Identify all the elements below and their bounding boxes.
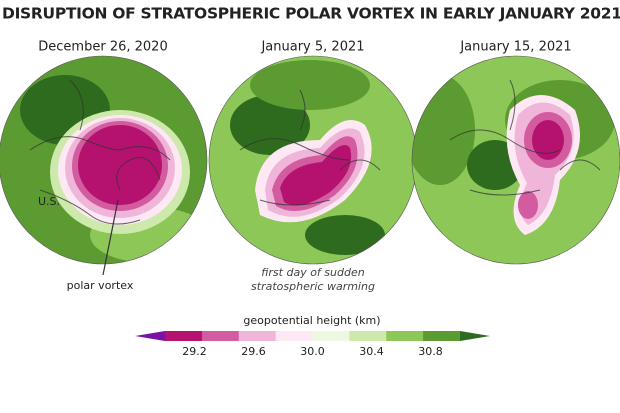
vortex-label: polar vortex: [67, 279, 134, 292]
globe-outline: [0, 55, 208, 265]
globe: [0, 56, 207, 264]
colorbar-segment: [275, 331, 313, 341]
map-shape: [280, 145, 352, 206]
colorbar-tick-label: 29.2: [182, 345, 207, 358]
caption-line: stratospheric warming: [251, 280, 375, 293]
map-element: [230, 95, 310, 155]
colorbar-arrow: [460, 331, 490, 341]
colorbar-tick-label: 30.4: [359, 345, 384, 358]
map-element: [250, 60, 370, 110]
map-shape: [29, 79, 171, 225]
map-element: [412, 75, 475, 185]
legend-title: geopotential height (km): [243, 314, 380, 327]
map-shape: [449, 79, 601, 196]
caption-line: first day of sudden: [261, 266, 364, 279]
map-element: [305, 215, 385, 255]
panel-date: December 26, 2020: [38, 40, 167, 55]
colorbar-segment: [312, 331, 350, 341]
pointer-line: [102, 199, 119, 276]
colorbar-tick-label: 29.6: [241, 345, 266, 358]
colorbar-segment: [386, 331, 424, 341]
map-shape: [239, 89, 381, 206]
map-element: [78, 125, 162, 205]
colorbar-tick-label: 30.0: [300, 345, 325, 358]
globe: [412, 56, 620, 264]
colorbar-segment: [349, 331, 387, 341]
map-element: [518, 191, 538, 219]
globe: [209, 56, 417, 264]
globe-outline: [411, 55, 620, 265]
panel-date: January 15, 2021: [459, 40, 571, 55]
colorbar-segment: [201, 331, 240, 341]
us-label: U.S.: [38, 195, 60, 208]
colorbar-segment: [238, 331, 277, 341]
colorbar-segment: [165, 331, 203, 341]
title: DISRUPTION OF STRATOSPHERIC POLAR VORTEX…: [2, 5, 620, 23]
colorbar-tick-label: 30.8: [418, 345, 443, 358]
map-element: [532, 120, 564, 160]
colorbar-segment: [423, 331, 461, 341]
panel-date: January 5, 2021: [260, 40, 364, 55]
colorbar-arrow: [135, 331, 165, 341]
